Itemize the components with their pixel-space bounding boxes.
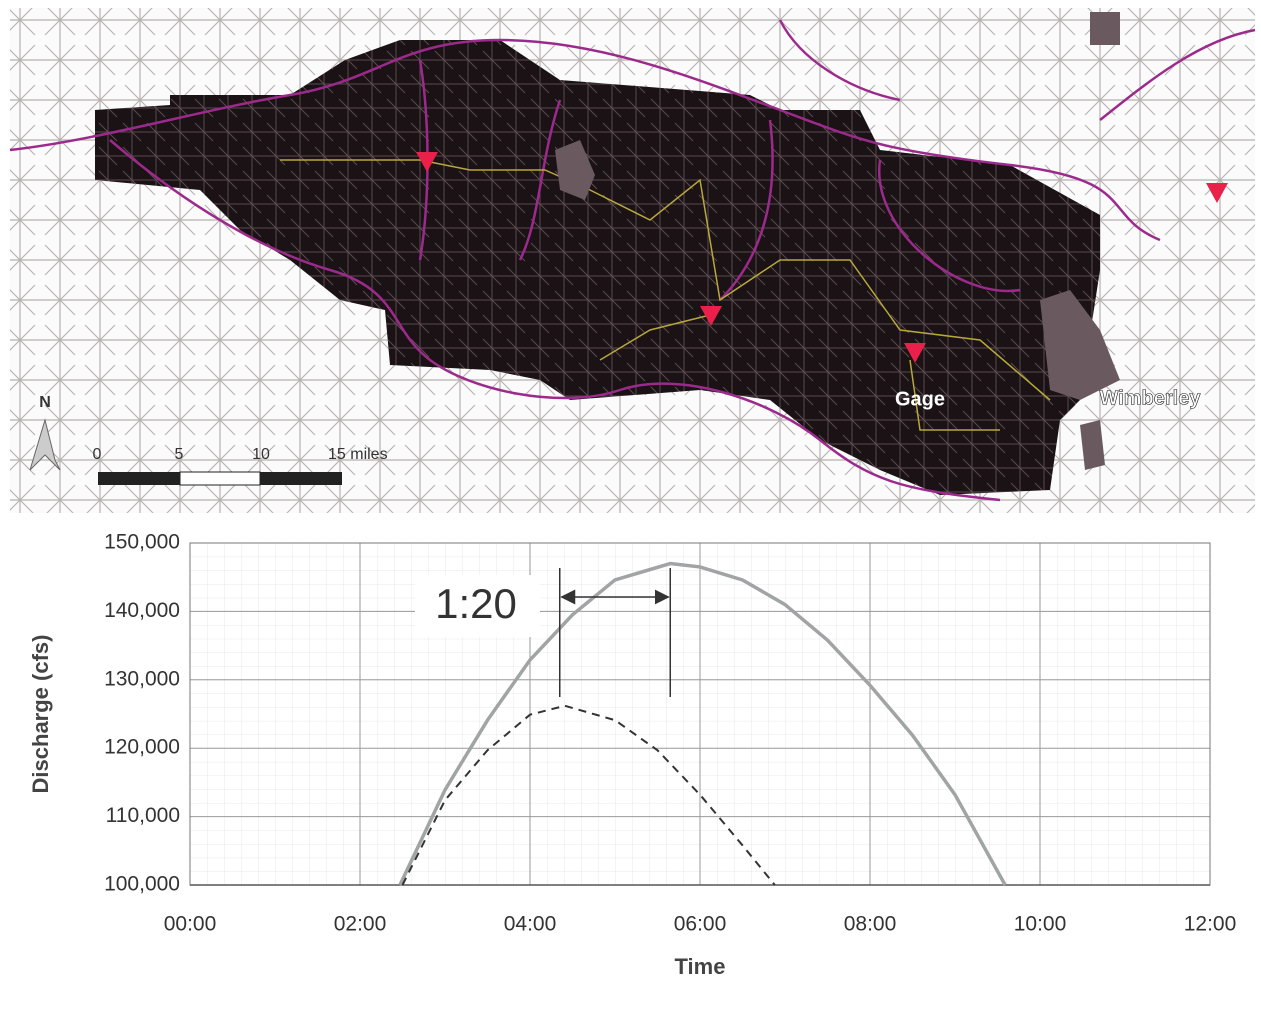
y-axis-label: Discharge (cfs) xyxy=(28,635,53,794)
x-tick-label: 00:00 xyxy=(164,913,217,936)
scale-bar xyxy=(98,472,180,485)
figure: N 0 5 10 15 miles Gage Wimberley 100,000… xyxy=(0,0,1261,1006)
place-label: Wimberley xyxy=(1100,387,1202,409)
x-axis-label: Time xyxy=(675,954,726,979)
y-tick-label: 110,000 xyxy=(106,804,180,827)
scale-bar xyxy=(180,472,260,485)
scale-label: 0 xyxy=(93,446,102,463)
x-tick-label: 06:00 xyxy=(674,913,727,936)
x-tick-label: 12:00 xyxy=(1184,913,1237,936)
x-tick-label: 04:00 xyxy=(504,913,557,936)
y-tick-label: 100,000 xyxy=(104,873,180,896)
annotation-label: 1:20 xyxy=(435,580,517,627)
y-tick-label: 150,000 xyxy=(104,531,180,554)
y-tick-label: 120,000 xyxy=(104,736,180,759)
north-label: N xyxy=(39,394,51,411)
scale-label: 15 miles xyxy=(328,446,388,463)
y-tick-label: 140,000 xyxy=(104,599,180,622)
map: N 0 5 10 15 miles Gage Wimberley xyxy=(10,8,1255,513)
y-tick-label: 130,000 xyxy=(104,667,180,690)
page: N 0 5 10 15 miles Gage Wimberley 100,000… xyxy=(0,0,1261,1011)
place-label: Gage xyxy=(895,388,945,410)
scale-label: 10 xyxy=(252,446,270,463)
x-tick-label: 10:00 xyxy=(1014,913,1067,936)
scale-bar xyxy=(260,472,342,485)
x-tick-label: 02:00 xyxy=(334,913,387,936)
x-tick-label: 08:00 xyxy=(844,913,897,936)
scale-label: 5 xyxy=(175,446,184,463)
